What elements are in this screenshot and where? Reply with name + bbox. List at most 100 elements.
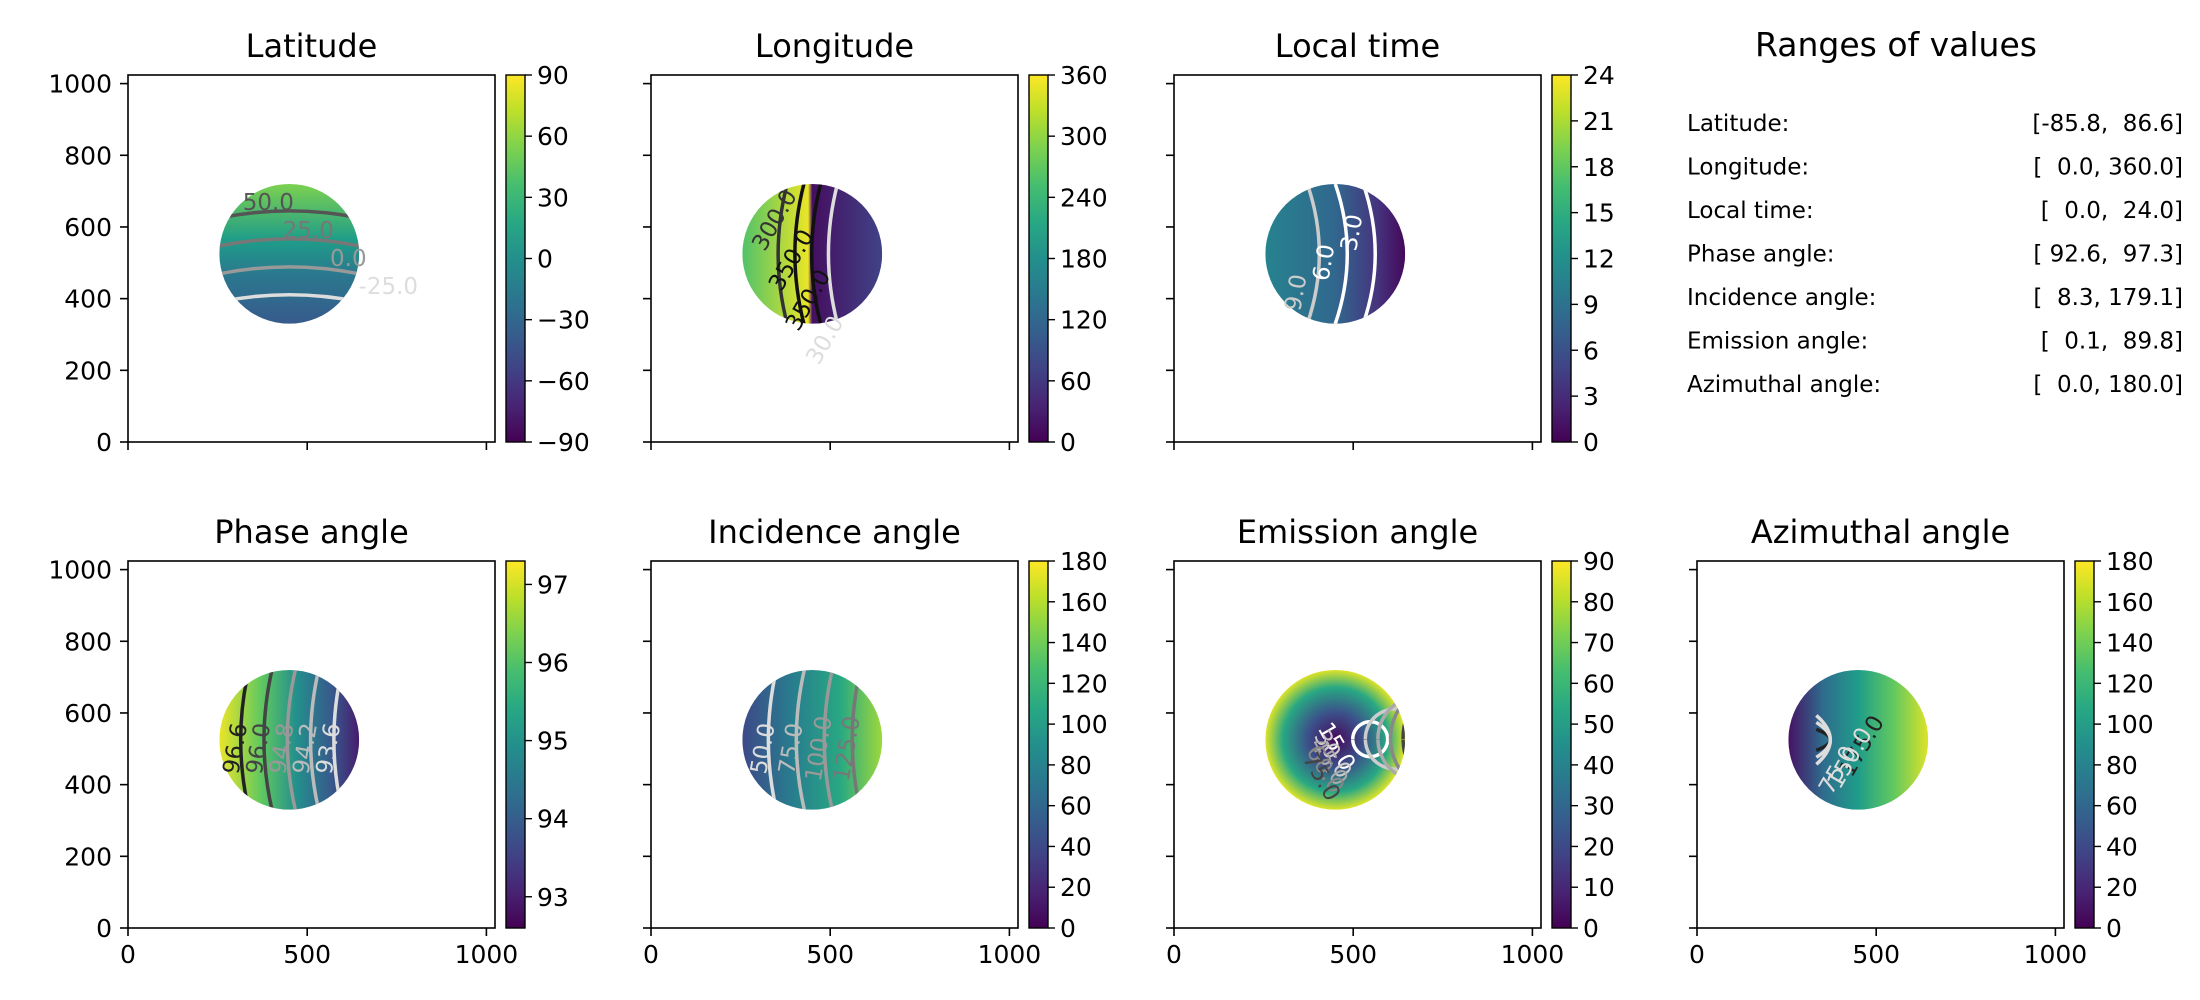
contour-line bbox=[219, 265, 360, 276]
colorbar-tick-label: 60 bbox=[537, 122, 569, 151]
colorbar-tick-label: 12 bbox=[1583, 245, 1615, 274]
colorbar-tick-label: 0 bbox=[1060, 914, 1076, 943]
panel-title: Longitude bbox=[755, 27, 914, 65]
colorbar-tick-label: 20 bbox=[2106, 873, 2138, 902]
contour-line bbox=[308, 669, 321, 810]
contour-line bbox=[826, 183, 840, 324]
colorbar-tick-label: 30 bbox=[1583, 792, 1615, 821]
x-tick-label: 0 bbox=[120, 940, 136, 969]
colorbar-tick-label: 10 bbox=[1583, 873, 1615, 902]
colorbar-tick-label: 40 bbox=[1060, 832, 1092, 861]
ranges-title: Ranges of values bbox=[1755, 25, 2037, 64]
colorbar-tick-label: 90 bbox=[1583, 547, 1615, 576]
x-tick-label: 1000 bbox=[978, 940, 1042, 969]
contour-label: 9.0 bbox=[1280, 272, 1312, 313]
colorbar-tick-label: 0 bbox=[537, 245, 553, 274]
range-row-values: [ 92.6, 97.3] bbox=[2033, 242, 2183, 268]
colorbar-tick-label: 100 bbox=[1060, 710, 1108, 739]
contour-line bbox=[1388, 681, 1406, 796]
colorbar-tick-label: 21 bbox=[1583, 107, 1615, 136]
colorbar: 180 160 140 120 100 80 60 40 20 0 bbox=[2074, 547, 2154, 943]
panel-title: Latitude bbox=[246, 27, 378, 65]
colorbar-tick-label: 180 bbox=[2106, 547, 2154, 576]
colorbar-tick-label: 180 bbox=[1060, 547, 1108, 576]
planet-disk bbox=[742, 183, 883, 324]
colorbar-tick-label: 0 bbox=[1060, 428, 1076, 457]
y-tick-label: 600 bbox=[64, 213, 112, 242]
colorbar-tick-label: 97 bbox=[537, 570, 569, 599]
colorbar-tick-label: 300 bbox=[1060, 122, 1108, 151]
range-row-values: [-85.8, 86.6] bbox=[2032, 111, 2183, 137]
colorbar-tick-label: 60 bbox=[2106, 792, 2138, 821]
colorbar-tick-label: 18 bbox=[1583, 153, 1615, 182]
panel-longitude: Longitude300.0350.0350.030.0360300240180… bbox=[643, 27, 1108, 457]
x-tick-label: 500 bbox=[1329, 940, 1377, 969]
axes-frame bbox=[1173, 74, 1542, 443]
contour-line bbox=[1401, 669, 1406, 808]
y-tick-label: 0 bbox=[96, 914, 112, 943]
colorbar-tick-label: 160 bbox=[2106, 588, 2154, 617]
contour-line bbox=[285, 669, 297, 810]
colorbar-tick-label: 24 bbox=[1583, 61, 1615, 90]
x-tick-label: 0 bbox=[1689, 940, 1705, 969]
axes-frame bbox=[1173, 560, 1542, 929]
colorbar-tick-label: 140 bbox=[1060, 629, 1108, 658]
colorbar: 24 21 18 15 12 9 6 3 0 bbox=[1551, 61, 1615, 457]
range-row-name: Emission angle: bbox=[1687, 329, 1868, 355]
colorbar-tick-label: 20 bbox=[1583, 832, 1615, 861]
colorbar-tick-label: 40 bbox=[2106, 832, 2138, 861]
colorbar-tick-label: 70 bbox=[1583, 629, 1615, 658]
panel-title: Azimuthal angle bbox=[1751, 513, 2010, 551]
colorbar-tick-label: 50 bbox=[1583, 710, 1615, 739]
colorbar-tick-label: 60 bbox=[1583, 669, 1615, 698]
range-row-name: Latitude: bbox=[1687, 111, 1789, 137]
colorbar-tick-label: 90 bbox=[537, 61, 569, 90]
panel-title: Local time bbox=[1275, 27, 1440, 65]
colorbar-tick-label: 140 bbox=[2106, 629, 2154, 658]
colorbar-gradient bbox=[1028, 560, 1049, 929]
colorbar-tick-label: 60 bbox=[1060, 792, 1092, 821]
range-row-name: Longitude: bbox=[1687, 155, 1809, 181]
colorbar-tick-label: 80 bbox=[1060, 751, 1092, 780]
colorbar-tick-label: −60 bbox=[537, 367, 590, 396]
contour-label: -25.0 bbox=[359, 274, 419, 300]
x-tick-label: 1000 bbox=[455, 940, 519, 969]
colorbar: 360 300 240 180 120 60 0 bbox=[1028, 61, 1108, 457]
contour-line bbox=[219, 237, 360, 248]
contour-line bbox=[238, 669, 251, 810]
range-row-name: Local time: bbox=[1687, 198, 1814, 224]
contour-label: 3.0 bbox=[1336, 212, 1368, 253]
panel-title: Incidence angle bbox=[708, 513, 961, 551]
contour-line bbox=[1361, 183, 1377, 324]
contour-line bbox=[793, 183, 806, 324]
planet-disk bbox=[1265, 183, 1406, 324]
colorbar-tick-label: −90 bbox=[537, 428, 590, 457]
axes-frame bbox=[1696, 560, 2065, 929]
panel-local-time: Local time 9.06.03.0 24 21 18 15 12 9 6 3 0 bbox=[1166, 27, 1615, 457]
contour-line bbox=[809, 183, 823, 324]
contour-label: 6.0 bbox=[1308, 242, 1340, 283]
colorbar-tick-label: 100 bbox=[2106, 710, 2154, 739]
colorbar-tick-label: 93 bbox=[537, 883, 569, 912]
x-tick-label: 0 bbox=[643, 940, 659, 969]
colorbar-tick-label: 0 bbox=[1583, 428, 1599, 457]
range-row-name: Azimuthal angle: bbox=[1687, 372, 1881, 398]
contour-line bbox=[1350, 720, 1390, 759]
y-tick-label: 1000 bbox=[48, 70, 112, 99]
colorbar-tick-label: 15 bbox=[1583, 199, 1615, 228]
planet-disk bbox=[1265, 669, 1406, 810]
axes-frame bbox=[127, 74, 496, 443]
colorbar-tick-label: 120 bbox=[1060, 306, 1108, 335]
contour-line bbox=[219, 209, 360, 220]
contour-line bbox=[766, 669, 779, 810]
y-tick-label: 0 bbox=[96, 428, 112, 457]
colorbar-tick-label: 80 bbox=[1583, 588, 1615, 617]
planet-disk bbox=[219, 183, 360, 324]
colorbar-tick-label: 3 bbox=[1583, 382, 1599, 411]
colorbar-tick-label: 9 bbox=[1583, 290, 1599, 319]
colorbar-tick-label: 120 bbox=[2106, 669, 2154, 698]
x-tick-label: 1000 bbox=[2024, 940, 2088, 969]
colorbar-tick-label: 240 bbox=[1060, 183, 1108, 212]
